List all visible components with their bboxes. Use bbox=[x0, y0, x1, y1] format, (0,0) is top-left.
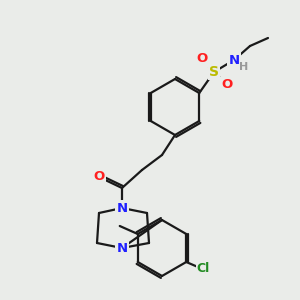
Text: O: O bbox=[196, 52, 208, 65]
Text: N: N bbox=[228, 53, 240, 67]
Text: O: O bbox=[93, 170, 105, 184]
Text: Cl: Cl bbox=[196, 262, 210, 275]
Text: N: N bbox=[116, 202, 128, 214]
Text: S: S bbox=[209, 65, 219, 79]
Text: O: O bbox=[221, 79, 233, 92]
Text: N: N bbox=[116, 242, 128, 254]
Text: H: H bbox=[239, 62, 249, 72]
